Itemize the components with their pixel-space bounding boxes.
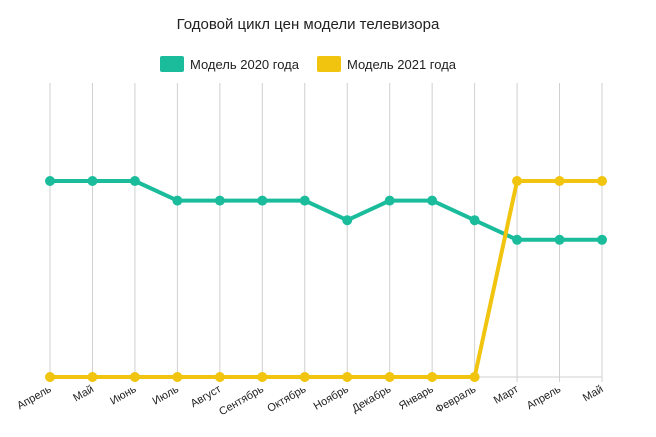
legend-swatch-series-1	[317, 56, 341, 72]
point-series-0-1	[87, 176, 98, 186]
point-series-1-11	[512, 176, 523, 186]
x-tick-label-3: Июль	[151, 383, 182, 408]
x-tick-label-7: Ноябрь	[312, 383, 351, 413]
legend: Модель 2020 года Модель 2021 года	[0, 56, 616, 72]
point-series-1-6	[299, 372, 310, 382]
point-series-1-5	[257, 372, 268, 382]
point-series-0-0	[45, 176, 55, 186]
point-series-1-12	[554, 176, 565, 186]
point-series-0-10	[469, 215, 480, 226]
x-tick-label-12: Апрель	[525, 383, 564, 412]
point-series-1-9	[427, 372, 438, 382]
point-series-1-8	[384, 372, 395, 382]
point-series-1-10	[469, 372, 480, 382]
x-tick-label-10: Февраль	[433, 383, 478, 416]
point-series-1-2	[129, 372, 140, 382]
point-series-0-11	[512, 234, 523, 245]
legend-item-series-1[interactable]: Модель 2021 года	[317, 56, 456, 72]
point-series-1-3	[172, 372, 183, 382]
series-line-1	[48, 179, 604, 379]
x-tick-label-0: Апрель	[15, 383, 54, 412]
legend-item-series-0[interactable]: Модель 2020 года	[159, 56, 299, 72]
point-series-1-1	[87, 372, 98, 382]
point-series-1-7	[342, 372, 353, 382]
x-tick-label-11: Март	[492, 383, 521, 407]
x-tick-label-2: Июнь	[108, 383, 138, 408]
point-series-1-0	[45, 372, 55, 382]
legend-label-series-1: Модель 2021 года	[347, 56, 457, 72]
point-series-0-2	[129, 176, 140, 186]
series-line-0	[48, 179, 604, 242]
point-series-0-4	[214, 195, 225, 206]
legend-swatch-series-0	[159, 56, 184, 72]
legend-label-series-0: Модель 2020 года	[189, 56, 299, 72]
x-tick-label-1: Май	[71, 383, 96, 404]
point-series-0-5	[257, 195, 268, 206]
x-tick-label-4: Август	[189, 383, 224, 410]
chart-title: Годовой цикл цен модели телевизора	[176, 16, 440, 33]
point-series-0-7	[342, 215, 353, 226]
point-series-0-3	[172, 195, 183, 206]
point-series-1-13	[597, 176, 607, 186]
point-series-0-13	[597, 234, 607, 245]
point-series-1-4	[214, 372, 225, 382]
point-series-0-9	[427, 195, 438, 206]
point-series-0-12	[554, 234, 565, 245]
x-tick-label-9: Январь	[397, 383, 436, 412]
x-tick-label-13: Май	[581, 383, 606, 404]
point-series-0-6	[299, 195, 310, 206]
x-tick-label-8: Декабрь	[350, 383, 393, 415]
point-series-0-8	[384, 195, 395, 206]
x-tick-label-5: Сентябрь	[217, 383, 266, 418]
x-tick-label-6: Октябрь	[265, 383, 308, 415]
